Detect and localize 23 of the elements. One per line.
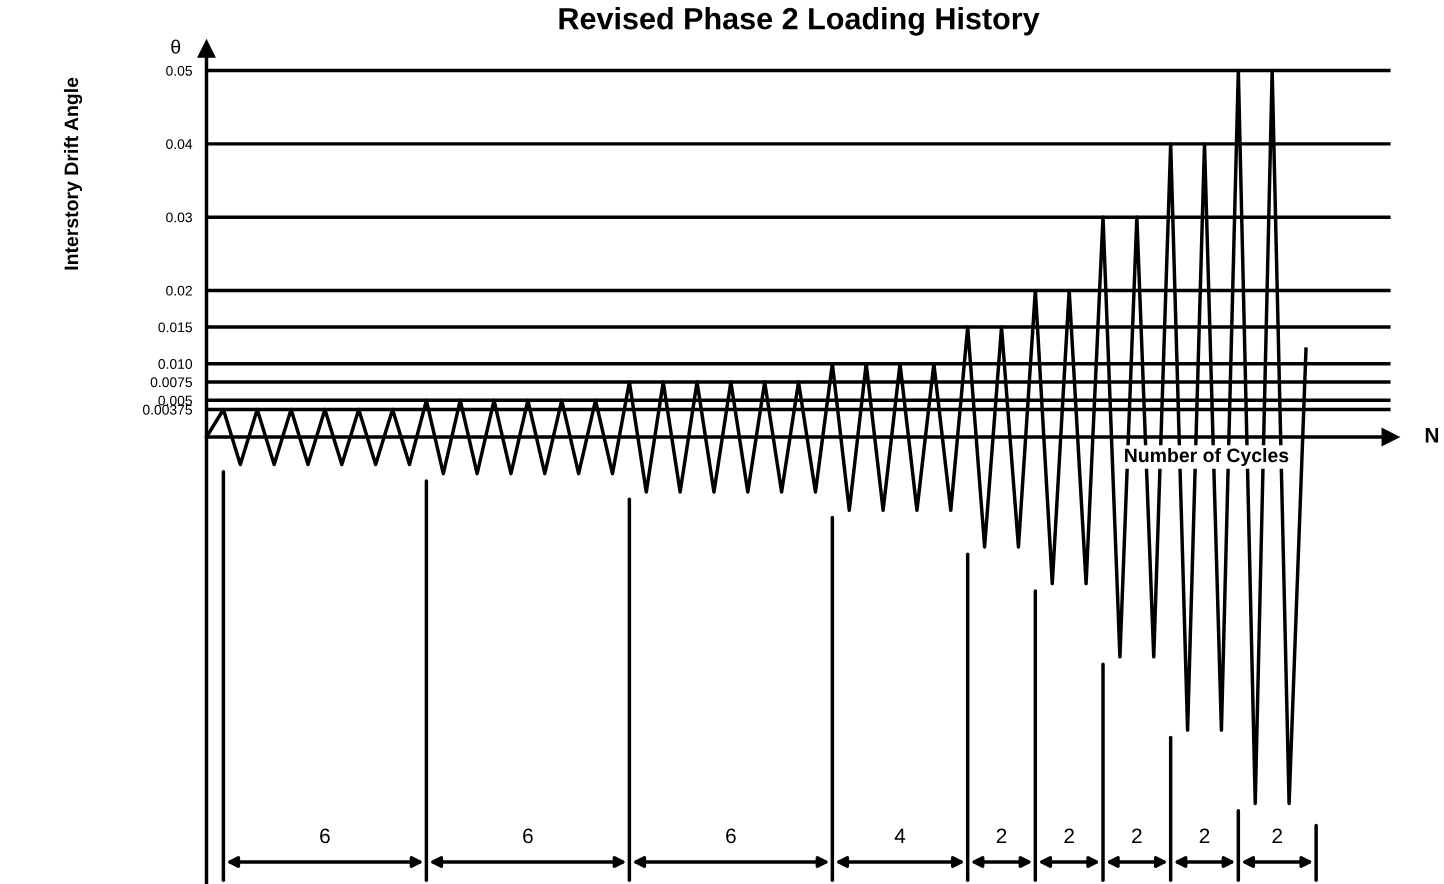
annotation: 4 bbox=[894, 828, 906, 844]
y-axis-title: Interstory Drift Angle bbox=[63, 77, 83, 270]
y-tick-label: 0.00375 bbox=[142, 404, 193, 415]
annotation: 6 bbox=[726, 828, 736, 844]
y-tick-label: 0.03 bbox=[166, 212, 192, 223]
y-tick-label: 0.02 bbox=[166, 285, 192, 296]
chart-title: Revised Phase 2 Loading History bbox=[559, 7, 1040, 36]
annotation: 6 bbox=[320, 828, 330, 844]
text: θ bbox=[171, 39, 181, 54]
y-tick-label: 0.05 bbox=[166, 65, 193, 76]
text: N bbox=[1425, 428, 1439, 443]
annotation: 2 bbox=[1132, 828, 1142, 844]
annotation: 2 bbox=[1199, 828, 1210, 844]
annotation: 2 bbox=[1064, 828, 1074, 844]
y-tick-label: 0.015 bbox=[158, 322, 193, 333]
x-axis-title: Number of Cycles bbox=[1125, 447, 1289, 467]
y-tick-label: 0.04 bbox=[166, 139, 193, 150]
y-tick-label: 0.010 bbox=[158, 359, 193, 369]
annotation: 2 bbox=[996, 828, 1007, 844]
y-tick-label: 0.005 bbox=[158, 395, 193, 406]
y-tick-label: 0.0075 bbox=[150, 377, 193, 388]
annotation: 2 bbox=[1272, 828, 1282, 844]
annotation: 6 bbox=[523, 828, 533, 844]
